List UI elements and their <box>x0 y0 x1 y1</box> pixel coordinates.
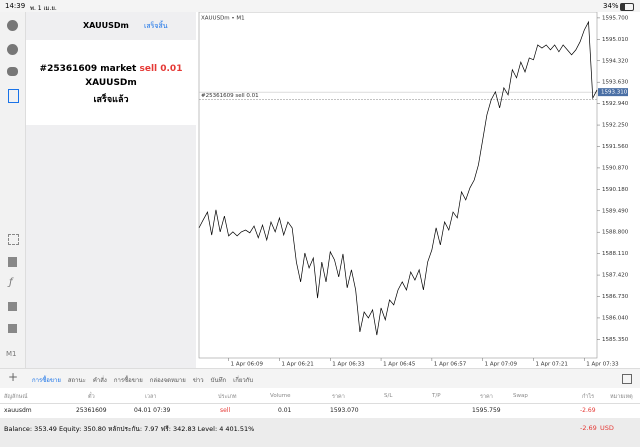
add-button[interactable]: + <box>8 370 19 384</box>
x-tick-label: 1 Apr 06:57 <box>434 362 467 368</box>
price-box <box>598 88 628 97</box>
cell-profit: -2.69 <box>580 407 596 414</box>
tabs: การซื้อขาย สถานะ คำสั่ง การซื้อขาย กล่องจดหม… <box>32 375 253 385</box>
tab[interactable]: บันทึก <box>210 377 227 384</box>
column-header: สัญลักษณ์ <box>4 394 28 400</box>
table-row[interactable]: xauusdm 25361609 04.01 07:39 sell 0.01 1593.0… <box>0 403 640 417</box>
column-header: ราคา <box>480 394 493 400</box>
tab[interactable]: กล่องจดหมาย <box>149 377 186 384</box>
tab[interactable]: การซื้อขาย <box>113 377 143 384</box>
tab-bar: + การซื้อขาย สถานะ คำสั่ง การซื้อขาย กล่องจด… <box>0 368 640 388</box>
tab[interactable]: สถานะ <box>67 377 86 384</box>
status-bar: 14:39 พ. 1 เม.ย. 34% <box>0 0 640 12</box>
order-line: #25361609 market sell 0.01 <box>26 64 196 74</box>
y-tick-label: 1592.940 <box>602 101 629 107</box>
currency: USD <box>600 424 614 432</box>
order-line-label: #25361609 sell 0.01 <box>201 93 259 99</box>
crosshair-icon[interactable] <box>8 234 19 245</box>
x-tick-label: 1 Apr 07:33 <box>586 362 619 368</box>
x-tick-label: 1 Apr 07:21 <box>535 362 567 368</box>
y-tick-label: 1586.730 <box>602 294 629 300</box>
done-button[interactable]: เสร็จสิ้น <box>144 22 168 30</box>
tab[interactable]: คำสั่ง <box>92 377 107 384</box>
y-tick-label: 1590.180 <box>602 187 629 193</box>
y-tick-label: 1591.560 <box>602 144 629 150</box>
column-header: ราคา <box>332 394 345 400</box>
table-header: สัญลักษณ์ ตั๋ว เวลา ประเภท Volume ราคา S/L T/P ร… <box>0 389 640 404</box>
battery: 34% <box>603 2 619 10</box>
toolbar: ƒ M1 <box>0 12 26 368</box>
x-tick-label: 1 Apr 06:33 <box>332 362 365 368</box>
chart-title: XAUUSDm • M1 <box>201 16 245 22</box>
order-ticket: #25361609 market <box>39 64 137 74</box>
order-type: sell 0.01 <box>139 64 183 74</box>
total-profit: -2.69 <box>580 424 597 432</box>
column-header: S/L <box>384 393 393 399</box>
column-header: Volume <box>270 393 291 399</box>
cell-volume: 0.01 <box>278 407 292 414</box>
panel-symbol[interactable]: XAUUSDm <box>83 21 129 30</box>
tab[interactable]: การซื้อขาย <box>32 377 61 384</box>
y-tick-label: 1592.250 <box>602 123 629 129</box>
y-tick-label: 1589.490 <box>602 208 629 214</box>
price-line-series <box>198 20 598 336</box>
cell-symbol: xauusdm <box>4 407 32 414</box>
cell-price: 1593.070 <box>330 407 359 414</box>
indicators-icon[interactable]: ƒ <box>9 277 13 288</box>
x-tick-label: 1 Apr 06:21 <box>281 362 313 368</box>
column-header: T/P <box>432 393 441 399</box>
column-header: Swap <box>513 393 528 399</box>
account-icon[interactable] <box>7 20 18 31</box>
y-tick-label: 1590.870 <box>602 165 629 171</box>
x-tick-label: 1 Apr 07:09 <box>485 362 518 368</box>
footer: Balance: 353.49 Equity: 350.80 หลักประกั… <box>0 418 640 447</box>
tab[interactable]: ข่าว <box>192 377 204 384</box>
expand-icon[interactable] <box>622 374 632 384</box>
order-panel: XAUUSDm เสร็จสิ้น #25361609 market sell … <box>26 12 196 368</box>
y-tick-label: 1594.320 <box>602 58 629 64</box>
plot-area <box>198 12 598 359</box>
cell-current: 1595.759 <box>472 407 501 414</box>
objects-icon[interactable] <box>8 302 17 311</box>
column-header: กำไร <box>582 394 595 400</box>
cell-type: sell <box>220 407 231 414</box>
x-tick-label: 1 Apr 06:45 <box>383 362 416 368</box>
order-symbol: XAUUSDm <box>85 78 137 88</box>
result-box: #25361609 market sell 0.01 XAUUSDm เสร็จ… <box>26 40 196 125</box>
column-header: หมายเหตุ <box>610 394 633 400</box>
account-summary: Balance: 353.49 Equity: 350.80 หลักประกั… <box>4 425 255 433</box>
order-status: เสร็จแล้ว <box>93 95 129 105</box>
y-tick-label: 1593.630 <box>602 80 629 86</box>
chart: XAUUSDm • M1 1595.700 1595.010 1594.320 159… <box>198 12 629 368</box>
column-header: เวลา <box>145 394 157 400</box>
column-header: ประเภท <box>218 394 237 400</box>
new-order-icon[interactable] <box>8 89 19 103</box>
y-tick-label: 1595.700 <box>602 15 629 21</box>
price-label: 1593.310 <box>601 90 628 96</box>
x-tick-label: 1 Apr 06:09 <box>231 362 264 368</box>
y-tick-label: 1586.040 <box>602 315 629 321</box>
cell-time: 04.01 07:39 <box>134 407 171 414</box>
y-tick-label: 1595.010 <box>602 37 629 43</box>
chat-icon[interactable] <box>7 67 18 76</box>
column-header: ตั๋ว <box>88 394 95 400</box>
tab[interactable]: เกี่ยวกับ <box>233 377 254 384</box>
date: พ. 1 เม.ย. <box>30 5 57 12</box>
quotes-icon[interactable] <box>7 44 18 55</box>
templates-icon[interactable] <box>8 324 17 333</box>
chart-type-icon[interactable] <box>8 257 17 267</box>
y-tick-label: 1588.110 <box>602 251 629 257</box>
cell-ticket: 25361609 <box>76 407 107 414</box>
battery-icon <box>620 3 634 11</box>
y-tick-label: 1585.350 <box>602 337 629 343</box>
time: 14:39 <box>5 2 26 10</box>
y-tick-label: 1587.420 <box>602 273 629 279</box>
timeframe[interactable]: M1 <box>6 350 17 358</box>
y-tick-label: 1588.800 <box>602 230 629 236</box>
